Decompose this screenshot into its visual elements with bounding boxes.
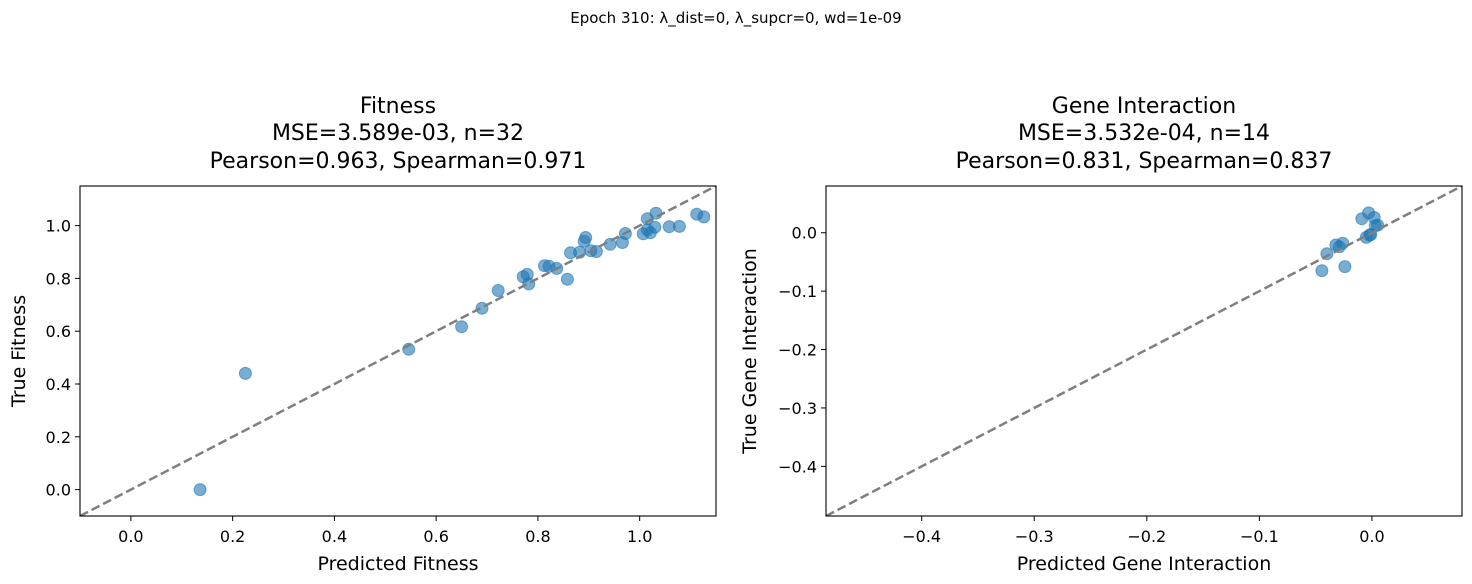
gene-interaction-x-tick-label: −0.1 bbox=[1240, 527, 1279, 546]
fitness-x-tick-label: 0.8 bbox=[525, 527, 550, 546]
fitness-x-axis-label: Predicted Fitness bbox=[317, 553, 478, 575]
fitness-ticks: 0.0 0.2 0.4 0.6 0.8 1.0 0.0 0.2 0.4 0.6 0.8 1.0 bbox=[46, 217, 653, 546]
fitness-data-point-13 bbox=[560, 272, 574, 286]
fitness-data-point-27 bbox=[648, 220, 662, 234]
gene-interaction-data-point-14 bbox=[1371, 218, 1385, 232]
gene-interaction-y-axis-label: True Gene Interaction bbox=[739, 248, 761, 455]
gene-interaction-axes-frame bbox=[825, 185, 1463, 517]
fitness-y-tick-label: 0.8 bbox=[46, 269, 71, 288]
gene-interaction-x-axis-label: Predicted Gene Interaction bbox=[1017, 553, 1272, 575]
fitness-x-tick-label: 0.0 bbox=[118, 527, 143, 546]
fitness-axes-frame bbox=[79, 185, 717, 517]
gene-interaction-x-tick-label: −0.4 bbox=[902, 527, 941, 546]
fitness-y-tick-label: 1.0 bbox=[46, 217, 71, 236]
fitness-plot-area bbox=[80, 186, 716, 516]
fitness-title-line-2: MSE=3.589e-03, n=32 bbox=[272, 121, 524, 146]
fitness-data-point-30 bbox=[672, 219, 686, 233]
fitness-identity-line bbox=[80, 186, 716, 516]
gene-interaction-panel: Gene Interaction MSE=3.532e-04, n=14 Pea… bbox=[739, 94, 1463, 575]
fitness-title-line-1: Fitness bbox=[360, 94, 436, 119]
fitness-data-point-1 bbox=[193, 483, 207, 497]
gene-interaction-plot-area bbox=[826, 186, 1462, 516]
fitness-x-tick-label: 1.0 bbox=[627, 527, 652, 546]
fitness-data-point-28 bbox=[649, 206, 663, 220]
gene-interaction-data-point-6 bbox=[1338, 260, 1352, 274]
figure-suptitle: Epoch 310: λ_dist=0, λ_supcr=0, wd=1e-09 bbox=[570, 9, 901, 28]
fitness-y-tick-label: 0.0 bbox=[46, 481, 71, 500]
fitness-panel: Fitness MSE=3.589e-03, n=32 Pearson=0.96… bbox=[8, 94, 717, 575]
gene-interaction-ticks: −0.4 −0.3 −0.2 −0.1 0.0 −0.4 −0.3 −0.2 −0.1 0.0 bbox=[778, 224, 1385, 546]
gene-interaction-data-point-5 bbox=[1336, 236, 1350, 250]
gene-interaction-y-tick-label: −0.4 bbox=[778, 457, 817, 476]
fitness-data-point-6 bbox=[491, 284, 505, 297]
gene-interaction-y-tick-label: −0.2 bbox=[778, 341, 817, 360]
fitness-title-line-3: Pearson=0.963, Spearman=0.971 bbox=[210, 149, 587, 174]
fitness-y-tick-label: 0.2 bbox=[46, 428, 71, 447]
fitness-y-axis-label: True Fitness bbox=[8, 295, 30, 408]
fitness-data-point-32 bbox=[697, 210, 711, 224]
fitness-y-tick-label: 0.6 bbox=[46, 322, 71, 341]
fitness-x-tick-label: 0.6 bbox=[423, 527, 448, 546]
gene-interaction-title-line-1: Gene Interaction bbox=[1052, 94, 1236, 119]
gene-interaction-x-tick-label: −0.3 bbox=[1015, 527, 1054, 546]
gene-interaction-y-tick-label: 0.0 bbox=[792, 224, 817, 243]
gene-interaction-x-tick-label: 0.0 bbox=[1359, 527, 1384, 546]
fitness-x-tick-label: 0.4 bbox=[322, 527, 347, 546]
fitness-data-point-2 bbox=[238, 366, 252, 380]
fitness-y-tick-label: 0.4 bbox=[46, 375, 71, 394]
gene-interaction-y-tick-label: −0.3 bbox=[778, 399, 817, 418]
gene-interaction-identity-line bbox=[826, 186, 1462, 516]
fitness-x-tick-label: 0.2 bbox=[220, 527, 245, 546]
gene-interaction-title-line-2: MSE=3.532e-04, n=14 bbox=[1018, 121, 1270, 146]
fitness-data-point-4 bbox=[455, 320, 469, 334]
fitness-data-point-17 bbox=[579, 231, 593, 244]
gene-interaction-y-tick-label: −0.1 bbox=[778, 282, 817, 301]
gene-interaction-data-point-1 bbox=[1315, 264, 1329, 278]
gene-interaction-x-tick-label: −0.2 bbox=[1127, 527, 1166, 546]
gene-interaction-title-line-3: Pearson=0.831, Spearman=0.837 bbox=[956, 149, 1333, 174]
